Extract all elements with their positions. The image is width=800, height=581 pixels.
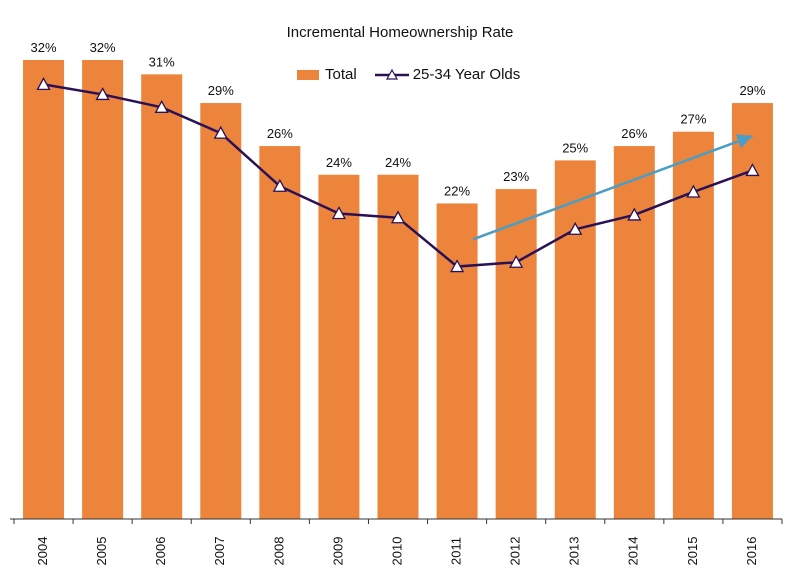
x-tick-label-2009: 2009 [330, 537, 345, 566]
x-tick-label-2011: 2011 [449, 537, 464, 565]
x-tick-label-2005: 2005 [94, 537, 109, 566]
bar-2008 [259, 146, 301, 519]
line-point-2016 [745, 163, 760, 177]
bar-2013 [554, 160, 596, 519]
line-point-2012 [509, 254, 524, 268]
x-tick-label-2007: 2007 [212, 537, 227, 566]
line-point-2011 [449, 259, 465, 273]
bar-2014 [613, 146, 655, 519]
data-label-2011: 22% [444, 183, 470, 198]
legend-line-triangle-icon [374, 68, 409, 80]
line-point-2015 [686, 184, 701, 198]
bar-2006 [141, 74, 183, 519]
x-tick-label-2013: 2013 [567, 537, 582, 566]
legend-label-total: Total [325, 66, 357, 83]
data-label-2013: 25% [562, 140, 588, 155]
line-point-2014 [627, 207, 642, 221]
trend-arrow [472, 134, 753, 241]
x-tick-label-2012: 2012 [508, 537, 523, 566]
bar-2010 [377, 174, 419, 519]
x-tick-label-2014: 2014 [626, 537, 641, 566]
line-point-2007 [213, 125, 228, 139]
x-tick-label-2016: 2016 [744, 537, 759, 566]
x-tick-label-2008: 2008 [271, 537, 286, 566]
legend-swatch-total [297, 69, 319, 80]
legend: Total 25-34 Year Olds [297, 66, 538, 83]
line-point-2010 [390, 210, 406, 224]
bar-2009 [318, 174, 360, 519]
x-tick-label-2006: 2006 [153, 537, 168, 566]
data-label-2016: 29% [739, 83, 765, 98]
bar-2012 [495, 189, 537, 519]
data-label-2009: 24% [326, 155, 352, 170]
data-label-2014: 26% [621, 126, 647, 141]
x-tick-label-2015: 2015 [685, 537, 700, 566]
line-point-2008 [272, 178, 287, 192]
line-point-2009 [331, 206, 347, 220]
line-point-2006 [154, 99, 169, 113]
data-label-2005: 32% [90, 40, 116, 55]
x-tick-label-2004: 2004 [35, 537, 50, 566]
x-tick-label-2010: 2010 [389, 537, 404, 566]
data-label-2004: 32% [31, 40, 57, 55]
chart-title: Incremental Homeownership Rate [286, 24, 514, 41]
legend-label-25-34: 25-34 Year Olds [412, 66, 521, 83]
data-label-2007: 29% [208, 83, 234, 98]
legend-item-total: Total [297, 66, 357, 83]
data-label-2006: 31% [149, 54, 175, 69]
line-point-2005 [95, 87, 110, 101]
bar-2011 [436, 203, 478, 519]
data-label-2015: 27% [680, 112, 706, 127]
data-label-2010: 24% [385, 155, 411, 170]
legend-item-25-34: 25-34 Year Olds [374, 66, 521, 83]
data-label-2012: 23% [503, 169, 529, 184]
bar-2007 [200, 103, 242, 519]
line-point-2013 [568, 221, 583, 235]
line-point-2004 [36, 77, 51, 91]
data-label-2008: 26% [267, 126, 293, 141]
bar-2005 [82, 60, 124, 519]
bar-2004 [23, 60, 65, 519]
